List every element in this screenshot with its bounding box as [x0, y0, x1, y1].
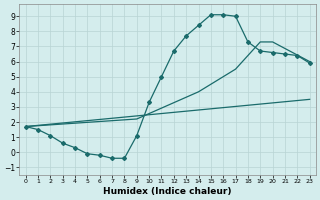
X-axis label: Humidex (Indice chaleur): Humidex (Indice chaleur) [103, 187, 232, 196]
